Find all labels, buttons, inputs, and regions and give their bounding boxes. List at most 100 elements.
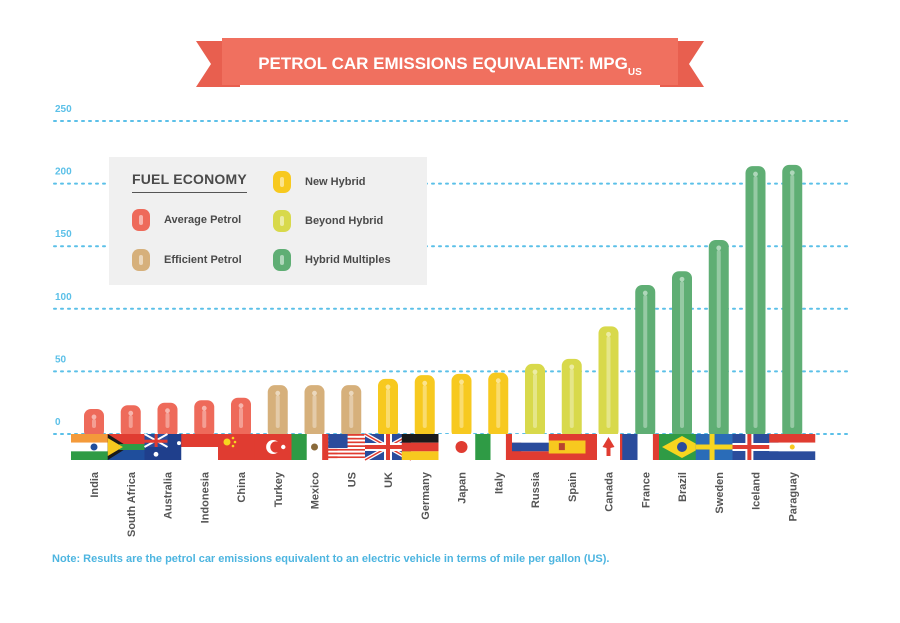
bar-highlight (165, 412, 170, 428)
x-tick-label: Australia (163, 471, 175, 519)
flag-india-icon (71, 434, 117, 460)
bar-canada (598, 326, 619, 438)
y-tick-label: 250 (55, 104, 72, 115)
bar-highlight-dot (789, 170, 795, 176)
bar-highlight (128, 415, 133, 428)
x-tick-label: Paraguay (787, 471, 799, 521)
legend-item-hybrid-multiples: Hybrid Multiples (273, 249, 391, 271)
bar-indonesia (194, 400, 215, 438)
bar-spain (561, 358, 582, 438)
bar-highlight (643, 295, 648, 428)
flag-us-icon (328, 434, 375, 460)
legend-label: New Hybrid (305, 176, 366, 188)
bar-sweden (708, 239, 729, 438)
legend-label: Average Petrol (164, 214, 242, 226)
bar-highlight (753, 176, 758, 428)
bar-highlight-dot (275, 390, 281, 396)
legend-item-beyond-hybrid: Beyond Hybrid (273, 210, 383, 232)
y-tick-label: 0 (55, 417, 61, 428)
bar-paraguay (782, 164, 803, 438)
bar-highlight (312, 395, 317, 428)
flag-paraguay-icon (769, 434, 816, 460)
legend-divider (132, 192, 247, 193)
chart-title-subscript: US (628, 67, 642, 78)
x-tick-label: Mexico (310, 472, 322, 510)
new-hybrid-swatch (273, 171, 291, 193)
footnote: Note: Results are the petrol car emissio… (52, 553, 610, 565)
bar-highlight (239, 407, 243, 428)
bar-highlight-dot (569, 364, 575, 370)
bar-highlight-dot (348, 390, 354, 396)
legend-box: FUEL ECONOMY Average Petrol Efficient Pe… (109, 157, 427, 285)
legend-item-new-hybrid: New Hybrid (273, 171, 366, 193)
bar-highlight (275, 395, 280, 428)
bar-highlight (680, 281, 684, 428)
x-tick-label: Germany (420, 471, 432, 520)
x-tick-label: Italy (493, 471, 505, 494)
y-tick-label: 100 (55, 292, 72, 303)
legend-label: Efficient Petrol (164, 254, 242, 266)
bar-highlight-dot (642, 290, 648, 296)
x-tick-label: Canada (604, 471, 616, 512)
legend-item-efficient-petrol: Efficient Petrol (132, 249, 242, 271)
bar-highlight (92, 418, 96, 428)
bar-uk (378, 378, 398, 438)
bar-highlight (422, 385, 427, 428)
bar-highlight (496, 382, 501, 428)
legend-label: Beyond Hybrid (305, 215, 384, 227)
bar-highlight (202, 410, 207, 428)
y-tick-label: 200 (55, 167, 72, 178)
bar-germany (414, 375, 435, 438)
bar-japan (451, 373, 472, 438)
legend-title: FUEL ECONOMY (132, 171, 247, 187)
legend-label: Hybrid Multiples (305, 254, 391, 266)
legend-item-average-petrol: Average Petrol (132, 209, 241, 231)
flag-spain-icon (548, 434, 595, 460)
bar-india (84, 408, 104, 438)
bar-highlight-dot (312, 390, 317, 396)
bar-highlight-dot (238, 403, 244, 409)
bar-highlight (459, 383, 464, 428)
bar-south-africa (120, 405, 141, 438)
bar-us (341, 385, 362, 438)
bar-highlight-dot (679, 276, 685, 282)
bar-highlight-dot (422, 380, 428, 386)
bar-mexico (304, 385, 325, 438)
bar-brazil (672, 271, 692, 438)
bar-highlight-dot (495, 378, 501, 384)
bar-russia (525, 363, 545, 438)
efficient-petrol-swatch (132, 249, 150, 271)
bar-highlight (606, 336, 611, 428)
beyond-hybrid-swatch (273, 210, 291, 232)
x-tick-label: China (236, 471, 248, 502)
bar-australia (157, 402, 178, 438)
bar-highlight (349, 395, 354, 428)
title-banner: PETROL CAR EMISSIONS EQUIVALENT: MPGUS (196, 38, 704, 87)
bar-highlight (569, 368, 574, 428)
x-tick-label: US (346, 472, 358, 487)
bar-france (635, 285, 656, 438)
chart-title: PETROL CAR EMISSIONS EQUIVALENT: MPG (258, 54, 628, 73)
bar-highlight-dot (201, 405, 207, 411)
x-tick-label: Turkey (273, 471, 285, 507)
hybrid-multiples-swatch (273, 249, 291, 271)
x-tick-label: Sweden (714, 472, 726, 514)
x-tick-label: Spain (567, 472, 579, 502)
x-tick-label: Iceland (751, 472, 763, 510)
bar-highlight (386, 388, 390, 428)
svg-text:PETROL CAR EMISSIONS EQUIVALEN: PETROL CAR EMISSIONS EQUIVALENT: MPGUS (258, 54, 642, 78)
bar-china (231, 397, 251, 438)
bar-italy (488, 372, 509, 438)
average-petrol-swatch (132, 209, 150, 231)
x-tick-label: Indonesia (199, 471, 211, 523)
x-tick-label: France (640, 472, 652, 508)
x-tick-label: Brazil (677, 472, 689, 502)
x-tick-label: South Africa (126, 471, 138, 537)
bar-highlight-dot (91, 414, 97, 420)
x-tick-label: Russia (530, 471, 542, 508)
bar-iceland (745, 166, 766, 438)
bar-highlight (533, 373, 537, 428)
flag-indonesia-icon (181, 434, 228, 460)
flag-russia-icon (512, 434, 558, 460)
